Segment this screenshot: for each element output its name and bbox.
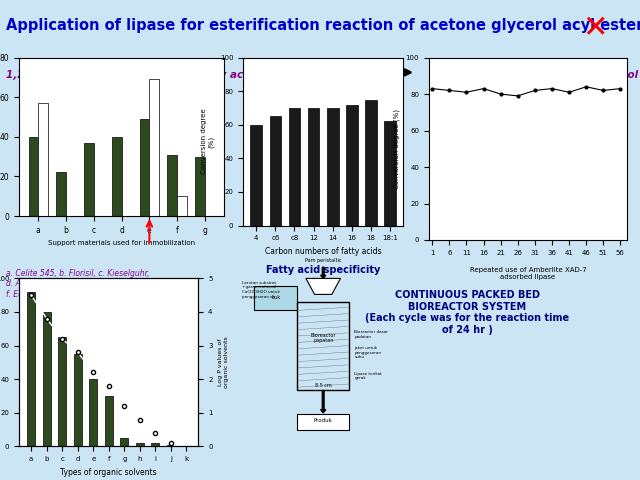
Bar xyxy=(365,100,377,226)
Bar xyxy=(152,443,159,446)
Text: 1,2-O-isopropylidene acyl  glycerol
+ water: 1,2-O-isopropylidene acyl glycerol + wat… xyxy=(435,70,638,92)
FancyArrow shape xyxy=(321,390,326,413)
Text: Lipase terikat
gerak: Lipase terikat gerak xyxy=(355,372,382,380)
Bar xyxy=(112,137,122,216)
Bar xyxy=(58,337,66,446)
Text: Bioreactor dasar
padatan: Bioreactor dasar padatan xyxy=(355,330,388,338)
Bar xyxy=(308,108,319,226)
Bar xyxy=(149,79,159,216)
Bar xyxy=(195,156,205,216)
Text: monoacylglycerol + acetone: monoacylglycerol + acetone xyxy=(429,143,578,153)
Bar xyxy=(136,443,144,446)
Text: ✕: ✕ xyxy=(582,14,608,43)
Text: buk: buk xyxy=(271,295,280,300)
Text: Larutan substrat
+garam mineral
CaCl2 3H2O untuk
penggeseran air: Larutan substrat +garam mineral CaCl2 3H… xyxy=(242,281,280,299)
Text: Produk: Produk xyxy=(314,419,333,423)
Y-axis label: Log P values of
organic solvents: Log P values of organic solvents xyxy=(218,336,229,388)
Text: CONTINUOUS PACKED BED
BIOREACTOR SYSTEM
(Each cycle was for the reaction time
of: CONTINUOUS PACKED BED BIOREACTOR SYSTEM … xyxy=(365,290,569,335)
Text: of Pseudomonas sp.: of Pseudomonas sp. xyxy=(275,81,365,90)
Bar xyxy=(29,137,38,216)
Bar xyxy=(289,108,300,226)
Text: 8.5 cm: 8.5 cm xyxy=(315,383,332,388)
Y-axis label: Conversion degree
(%): Conversion degree (%) xyxy=(201,109,214,174)
X-axis label: Repeated use of Amberlite XAD-7
adsorbed lipase: Repeated use of Amberlite XAD-7 adsorbed… xyxy=(470,267,586,280)
Bar xyxy=(56,172,66,216)
Bar xyxy=(327,108,339,226)
Bar xyxy=(43,312,51,446)
Bar xyxy=(250,125,262,226)
Bar xyxy=(90,379,97,446)
Bar xyxy=(182,445,190,446)
Y-axis label: Conversion degree (%): Conversion degree (%) xyxy=(394,109,400,189)
Bar xyxy=(346,105,358,226)
Bar xyxy=(38,103,48,216)
Bar xyxy=(385,121,396,226)
Bar xyxy=(105,396,113,446)
Text: Bioreactor
papatan: Bioreactor papatan xyxy=(310,333,336,343)
Bar xyxy=(28,292,35,446)
Bar xyxy=(269,116,281,226)
Text: 1,2-O-isopropylidene glycerol  + fatty acids: 1,2-O-isopropylidene glycerol + fatty ac… xyxy=(6,70,260,80)
Text: Application of lipase for esterification reaction of acetone glycerol acyl ester: Application of lipase for esterification… xyxy=(6,18,640,34)
Bar xyxy=(254,287,298,311)
X-axis label: Support materials used for immobilization: Support materials used for immobilizatio… xyxy=(48,240,195,246)
Bar xyxy=(177,196,187,216)
Bar xyxy=(168,155,177,216)
Bar xyxy=(120,438,128,446)
Bar xyxy=(298,302,349,390)
Bar xyxy=(84,143,94,216)
Text: a. Celite 545, b. Florisil, c. Kieselguhr,
d. Amberlite XAD-4, e. Amberlite XAD-: a. Celite 545, b. Florisil, c. Kieselguh… xyxy=(6,269,160,299)
Bar xyxy=(74,354,82,446)
FancyArrow shape xyxy=(321,267,326,278)
Text: Pam peristaltic: Pam peristaltic xyxy=(305,258,342,264)
Polygon shape xyxy=(306,278,340,294)
Bar xyxy=(167,444,175,446)
Text: jaket untuk
penggeseran
suhu: jaket untuk penggeseran suhu xyxy=(355,346,381,360)
Text: Lipase: Lipase xyxy=(305,59,335,68)
Text: Fatty acid specificity: Fatty acid specificity xyxy=(266,264,380,275)
Text: Mild hydrolysis: Mild hydrolysis xyxy=(480,105,575,115)
Bar xyxy=(140,119,149,216)
X-axis label: Carbon numbers of fatty acids: Carbon numbers of fatty acids xyxy=(265,247,381,256)
X-axis label: Types of organic solvents: Types of organic solvents xyxy=(61,468,157,477)
Bar xyxy=(298,414,349,431)
